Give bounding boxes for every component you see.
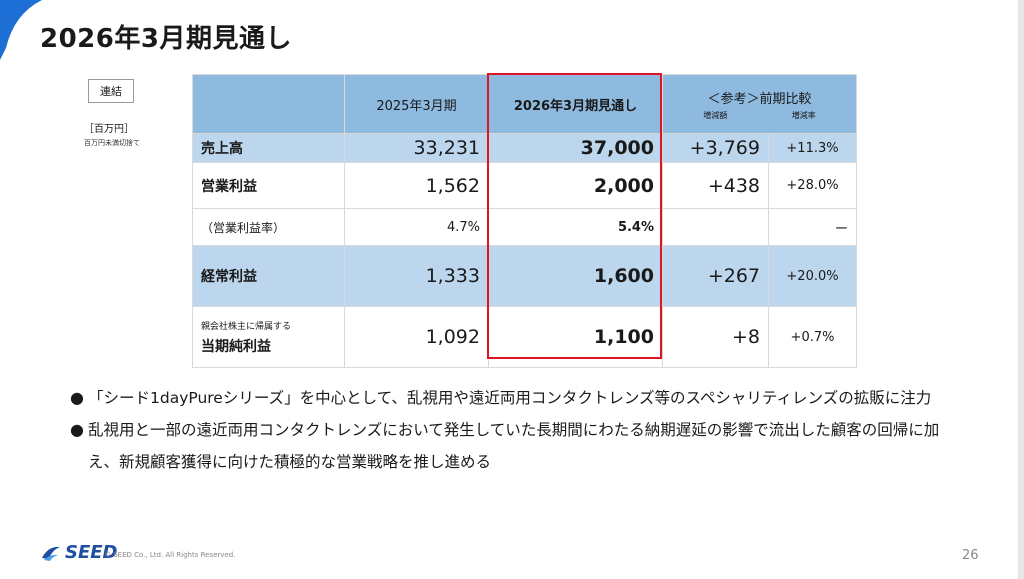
unit-note: 百万円未満切捨て: [84, 139, 140, 147]
header-blank: [192, 74, 345, 134]
change-value: +3,769: [662, 133, 769, 163]
consolidated-badge: 連結: [88, 79, 134, 103]
header-reference-title: ＜参考＞前期比較: [707, 91, 812, 107]
prev-value: 1,562: [344, 162, 489, 209]
row-label: 経常利益: [192, 245, 345, 307]
current-value: 37,000: [488, 133, 663, 163]
page-number: 26: [962, 548, 979, 563]
prev-value: 4.7%: [344, 208, 489, 246]
rate-value: +0.7%: [767, 306, 858, 368]
list-item: ● 乱視用と一部の遠近両用コンタクトレンズにおいて発生していた長期間にわたる納期…: [70, 414, 970, 478]
header-prev-year: 2025年3月期: [344, 74, 489, 134]
header-change-rate: 増減率: [791, 110, 816, 120]
change-value: +267: [662, 245, 769, 307]
bullet-text: 「シード1dayPureシリーズ」を中心として、乱視用や遠近両用コンタクトレンズ…: [88, 389, 932, 407]
seed-logo-text: SEED: [65, 542, 118, 563]
table-row: 営業利益 1,562 2,000 +438 +28.0%: [192, 162, 858, 209]
unit-label: ［百万円］: [84, 124, 134, 135]
row-label: 営業利益: [192, 162, 345, 209]
table-row: 経常利益 1,333 1,600 +267 +20.0%: [192, 245, 858, 307]
bullet-marker: ●: [70, 420, 84, 439]
row-label: 親会社株主に帰属する 当期純利益: [192, 306, 345, 368]
current-value: 1,600: [488, 245, 663, 307]
rate-value: ー: [767, 208, 858, 246]
copyright: © SEED Co., Ltd. All Rights Reserved.: [104, 551, 236, 559]
change-value: +438: [662, 162, 769, 209]
rate-value: +11.3%: [767, 133, 858, 163]
bullet-list: ● 「シード1dayPureシリーズ」を中心として、乱視用や遠近両用コンタクトレ…: [70, 382, 970, 478]
header-current-forecast: 2026年3月期見通し: [488, 74, 663, 134]
table-row: （営業利益率） 4.7% 5.4% ー: [192, 208, 858, 246]
header-change-amount: 増減額: [703, 110, 728, 120]
row-label: （営業利益率）: [192, 208, 345, 246]
change-value: [662, 208, 769, 246]
bullet-marker: ●: [70, 388, 84, 407]
table-row: 売上高 33,231 37,000 +3,769 +11.3%: [192, 133, 858, 163]
table-row: 親会社株主に帰属する 当期純利益 1,092 1,100 +8 +0.7%: [192, 306, 858, 368]
header-reference: ＜参考＞前期比較 増減額 増減率: [661, 74, 858, 134]
prev-value: 33,231: [344, 133, 489, 163]
table-header-row: 2025年3月期 2026年3月期見通し ＜参考＞前期比較 増減額 増減率: [192, 74, 858, 134]
corner-swoosh-decoration: [0, 0, 42, 60]
rate-value: +20.0%: [767, 245, 858, 307]
current-value: 5.4%: [488, 208, 663, 246]
row-label-sub: 親会社株主に帰属する: [201, 321, 292, 332]
slide-title: 2026年3月期見通し: [40, 24, 292, 54]
forecast-table: 2025年3月期 2026年3月期見通し ＜参考＞前期比較 増減額 増減率 売上…: [192, 74, 858, 368]
prev-value: 1,092: [344, 306, 489, 368]
seed-logo: SEED: [40, 542, 118, 563]
row-label-main: 当期純利益: [201, 338, 271, 355]
current-value: 1,100: [488, 306, 663, 368]
list-item: ● 「シード1dayPureシリーズ」を中心として、乱視用や遠近両用コンタクトレ…: [70, 382, 970, 414]
rate-value: +28.0%: [767, 162, 858, 209]
bullet-text: 乱視用と一部の遠近両用コンタクトレンズにおいて発生していた長期間にわたる納期遅延…: [88, 421, 940, 471]
seed-logo-icon: [42, 546, 60, 561]
slide-edge: [1018, 0, 1024, 579]
row-label: 売上高: [192, 133, 345, 163]
prev-value: 1,333: [344, 245, 489, 307]
change-value: +8: [662, 306, 769, 368]
current-value: 2,000: [488, 162, 663, 209]
